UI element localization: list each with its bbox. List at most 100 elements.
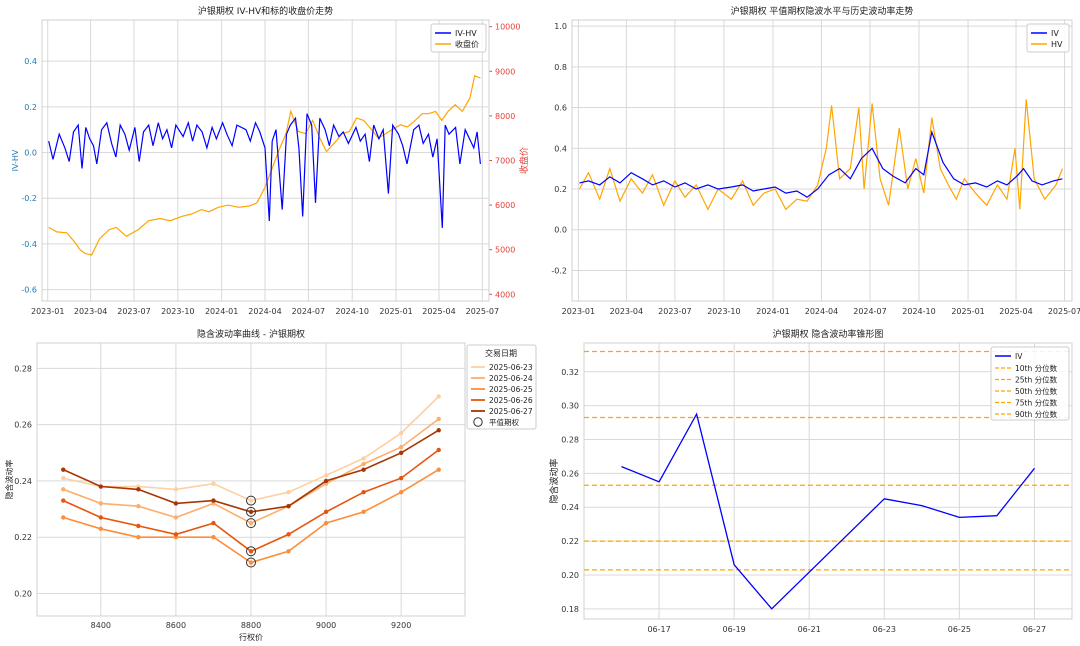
- x-tick-label: 2023-01: [31, 307, 64, 316]
- legend-label: IV: [1051, 29, 1059, 38]
- iv-hv-line: [48, 113, 481, 228]
- y2-tick-label: 5000: [495, 246, 515, 255]
- iv-hv-close-chart: 2023-01 2023-04 2023-07 2023-10 2024-01 2024-…: [11, 5, 530, 316]
- smile-point: [248, 560, 254, 565]
- iv-line: [621, 412, 1036, 610]
- x-tick-label: 2025-01: [951, 307, 984, 316]
- iv-smile-chart: 8400 8600 8800 9000 9200 0.20 0.22 0.24 0.26 0.28…: [4, 328, 537, 642]
- smile-point: [136, 487, 141, 492]
- chart-title: 隐含波动率曲线 - 沪银期权: [197, 328, 305, 340]
- plot-frame: [41, 19, 490, 302]
- y-tick-label: 0.0: [554, 226, 567, 235]
- legend-label: 75th 分位数: [1015, 398, 1058, 408]
- smile-point: [286, 504, 291, 509]
- y-tick-label: -0.2: [21, 194, 37, 203]
- x-tick-label: 06-27: [1023, 625, 1046, 634]
- y2-axis-label: 收盘价: [518, 147, 530, 174]
- legend-label: 50th 分位数: [1015, 386, 1058, 396]
- smile-point: [398, 430, 404, 436]
- x-tick-label: 06-21: [798, 625, 821, 634]
- y-tick-label: -0.4: [21, 240, 37, 249]
- smile-point: [173, 487, 179, 492]
- iv-hv-trend-chart: 2023-01 2023-04 2023-07 2023-10 2024-01 2024-…: [551, 5, 1080, 316]
- legend-label: 2025-06-25: [489, 385, 533, 394]
- x-tick-label: 2023-07: [117, 307, 150, 316]
- smile-point: [61, 498, 66, 503]
- y-tick-label: 0.2: [24, 103, 37, 112]
- y-tick-label: 0.32: [561, 368, 579, 377]
- plot-frame: [583, 342, 1073, 620]
- y-tick-label: 0.20: [14, 589, 32, 598]
- legend-label: 25th 分位数: [1015, 375, 1058, 385]
- smile-point: [398, 450, 404, 455]
- atm-marker: [246, 495, 256, 506]
- x-tick-label: 06-23: [873, 625, 896, 634]
- smile-point: [98, 526, 104, 531]
- legend-box: [430, 23, 487, 53]
- x-tick-label: 8400: [91, 621, 111, 630]
- smile-point: [436, 428, 441, 433]
- y-tick-label: 0.28: [14, 364, 32, 373]
- legend-atm-marker: [473, 417, 483, 427]
- x-tick-label: 2024-07: [292, 307, 325, 316]
- x-tick-label: 9200: [391, 621, 411, 630]
- y-tick-label: 0.26: [14, 421, 32, 430]
- smile-point: [61, 487, 66, 492]
- smile-point: [248, 498, 254, 503]
- close-price-line: [48, 74, 481, 256]
- x-tick-label: 9000: [316, 621, 336, 630]
- smile-point: [286, 532, 291, 537]
- smile-point: [248, 520, 254, 526]
- legend-label: HV: [1051, 40, 1063, 49]
- legend-label: IV-HV: [455, 29, 477, 38]
- x-tick-label: 8800: [241, 621, 261, 630]
- smile-point: [61, 467, 66, 472]
- x-tick-label: 06-19: [723, 625, 746, 634]
- y-tick-label: 0.6: [554, 104, 567, 113]
- smile-point: [436, 467, 441, 472]
- iv-cone-chart: 06-17 06-19 06-21 06-23 06-25 06-27 0.18 0.20 0.…: [548, 328, 1073, 634]
- y-tick-label: 0.26: [561, 469, 579, 478]
- smile-point: [136, 523, 141, 529]
- x-tick-label: 2025-01: [379, 307, 412, 316]
- smile-point: [98, 484, 104, 489]
- y-tick-label: 0.8: [554, 63, 567, 72]
- y-axis-label: 隐含波动率: [4, 460, 14, 500]
- smile-point: [323, 478, 329, 484]
- x-tick-label: 06-25: [948, 625, 971, 634]
- smile-point: [286, 549, 291, 554]
- legend-label: 10th 分位数: [1015, 363, 1058, 373]
- y-tick-label: 0.4: [554, 144, 567, 153]
- legend-label: IV: [1015, 352, 1023, 361]
- smile-point: [436, 416, 441, 422]
- smile-point: [211, 481, 216, 486]
- smile-point: [211, 498, 216, 503]
- hv-line: [578, 99, 1063, 211]
- atm-marker: [246, 557, 256, 568]
- x-tick-label: 2023-04: [610, 307, 643, 316]
- smile-point: [323, 520, 329, 526]
- y2-tick-label: 7000: [495, 157, 515, 166]
- chart-title: 沪银期权 平值期权隐波水平与历史波动率走势: [731, 5, 914, 17]
- y-tick-label: 0.18: [561, 605, 579, 614]
- x-tick-label: 2024-01: [205, 307, 238, 316]
- legend-label: 2025-06-24: [489, 374, 533, 383]
- smile-point: [98, 515, 104, 520]
- y2-tick-label: 8000: [495, 112, 515, 121]
- legend-label: 2025-06-26: [489, 396, 533, 405]
- smile-point: [361, 509, 366, 515]
- smile-point: [361, 467, 366, 472]
- smile-point: [136, 534, 141, 540]
- smile-point: [436, 447, 441, 453]
- legend-label: 2025-06-23: [489, 363, 533, 372]
- y-tick-label: 0.30: [561, 402, 579, 411]
- legend-box: [1026, 23, 1070, 53]
- x-tick-label: 2024-07: [853, 307, 886, 316]
- y-tick-label: 0.28: [561, 436, 579, 445]
- smile-point: [323, 473, 329, 478]
- x-tick-label: 2023-01: [562, 307, 595, 316]
- smile-point: [211, 520, 216, 526]
- legend-label: 收盘价: [455, 39, 479, 49]
- x-tick-label: 2024-10: [336, 307, 369, 316]
- smile-point: [173, 532, 179, 537]
